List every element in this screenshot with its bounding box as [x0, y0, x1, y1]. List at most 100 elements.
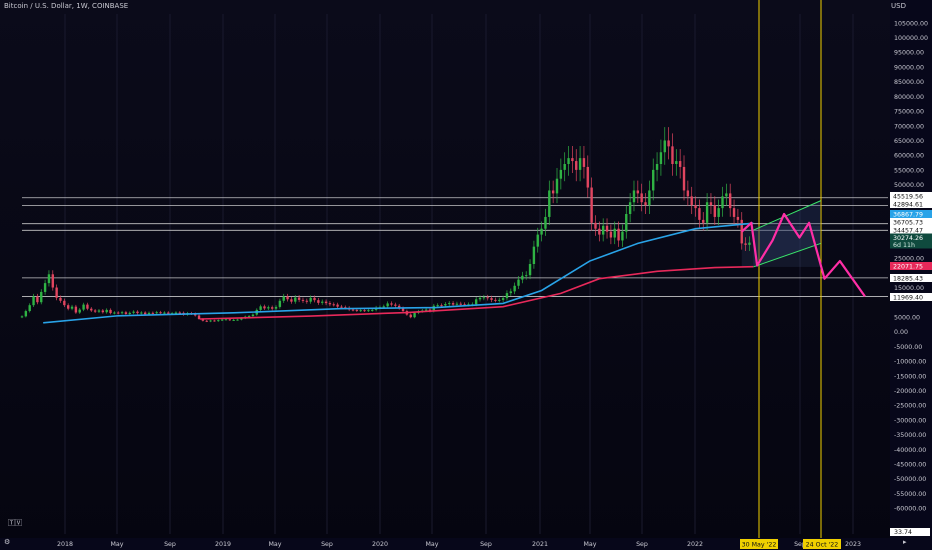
candle-body	[586, 166, 589, 188]
candle-body	[655, 164, 659, 170]
candle-body	[455, 303, 459, 305]
candle-body	[90, 308, 93, 311]
candle-body	[328, 303, 332, 305]
candle-body	[486, 297, 489, 299]
y-tick-label: -40000.00	[894, 447, 926, 454]
candle-body	[702, 219, 705, 223]
candle-body	[601, 225, 605, 235]
candle-body	[528, 264, 532, 276]
candle-body	[509, 291, 513, 294]
candle-body	[632, 190, 636, 203]
candle-body	[540, 228, 543, 235]
candle-body	[286, 296, 289, 300]
candle-body	[555, 178, 559, 194]
candle-body	[513, 285, 516, 292]
candle-body	[267, 307, 270, 309]
candle-body	[59, 297, 62, 301]
candle-body	[313, 297, 316, 301]
candle-body	[28, 305, 31, 312]
candle-body	[367, 310, 370, 312]
y-tick-label: 75000.00	[894, 109, 924, 116]
candle-body	[717, 208, 720, 217]
candle-body	[236, 319, 239, 321]
channel-lower-line[interactable]	[753, 242, 821, 268]
candle-body	[582, 158, 586, 167]
candle-body	[517, 279, 520, 286]
price-tag-label: 18285.43	[893, 275, 923, 282]
candle-body	[36, 296, 39, 303]
candle-body	[147, 312, 151, 315]
candle-body	[159, 312, 162, 314]
y-tick-label: 100000.00	[894, 35, 928, 42]
candle-body	[251, 314, 255, 317]
candle-body	[263, 306, 266, 309]
date-marker-tag[interactable]	[803, 539, 841, 549]
scroll-right-button[interactable]: ▸	[903, 538, 907, 546]
price-tag-label: 36867.79	[893, 211, 923, 218]
y-tick-label: -50000.00	[894, 476, 926, 483]
candle-body	[132, 311, 135, 313]
candle-body	[274, 306, 278, 309]
y-tick-label: -5000.00	[894, 344, 922, 351]
price-tag	[890, 200, 932, 208]
candle-body	[625, 214, 628, 232]
candle-body	[663, 140, 666, 153]
candle-body	[536, 234, 539, 247]
x-tick-label: Sep	[480, 541, 492, 548]
candle-body	[432, 305, 436, 312]
moving-average-slow[interactable]	[199, 265, 754, 320]
candle-body	[201, 319, 205, 321]
candle-body	[713, 205, 716, 217]
y-tick-label: 95000.00	[894, 50, 924, 57]
channel-upper-line[interactable]	[753, 200, 821, 231]
candle-body	[401, 308, 405, 312]
candle-body	[463, 304, 466, 306]
tradingview-logo: 🅃🅅	[8, 519, 22, 527]
x-tick-label: 2021	[532, 541, 548, 548]
candle-body	[174, 312, 178, 314]
candle-body	[644, 202, 647, 206]
x-tick-label: May	[110, 541, 123, 548]
candle-body	[151, 312, 155, 314]
candle-body	[259, 306, 262, 310]
candle-body	[205, 320, 208, 322]
price-tag-label: 11969.40	[893, 294, 923, 301]
candle-body	[548, 190, 551, 217]
candle-body	[617, 228, 620, 241]
candle-body	[232, 319, 235, 321]
candle-body	[336, 304, 339, 307]
moving-average-fast[interactable]	[43, 222, 754, 324]
y-tick-label: 0.00	[894, 329, 908, 336]
bottom-value-label: 33.74	[894, 529, 912, 536]
y-tick-label: -25000.00	[894, 403, 926, 410]
candle-body	[213, 320, 216, 322]
candle-body	[109, 309, 112, 314]
y-tick-label: -55000.00	[894, 491, 926, 498]
candle-body	[390, 303, 393, 305]
x-tick-label: Sep	[164, 541, 176, 548]
x-tick-label: May	[268, 541, 281, 548]
candle-body	[532, 246, 536, 264]
projection-path[interactable]	[740, 212, 866, 297]
candle-body	[490, 298, 493, 300]
bottom-value-tag	[890, 528, 930, 536]
y-tick-label: 50000.00	[894, 182, 924, 189]
candle-body	[494, 299, 497, 301]
candle-body	[551, 190, 555, 194]
candle-body	[340, 306, 343, 308]
x-tick-label: May	[425, 541, 438, 548]
candle-body	[344, 307, 347, 309]
candle-body	[140, 312, 143, 314]
candle-body	[124, 312, 128, 314]
date-marker-tag[interactable]	[740, 539, 778, 549]
candle-body	[228, 319, 232, 321]
candle-body	[686, 190, 690, 197]
candle-body	[732, 208, 736, 217]
timezone-button[interactable]: ⚙	[4, 538, 11, 546]
candle-body	[705, 202, 709, 223]
y-tick-label: 85000.00	[894, 79, 924, 86]
candle-body	[698, 208, 701, 220]
candle-body	[143, 312, 147, 315]
